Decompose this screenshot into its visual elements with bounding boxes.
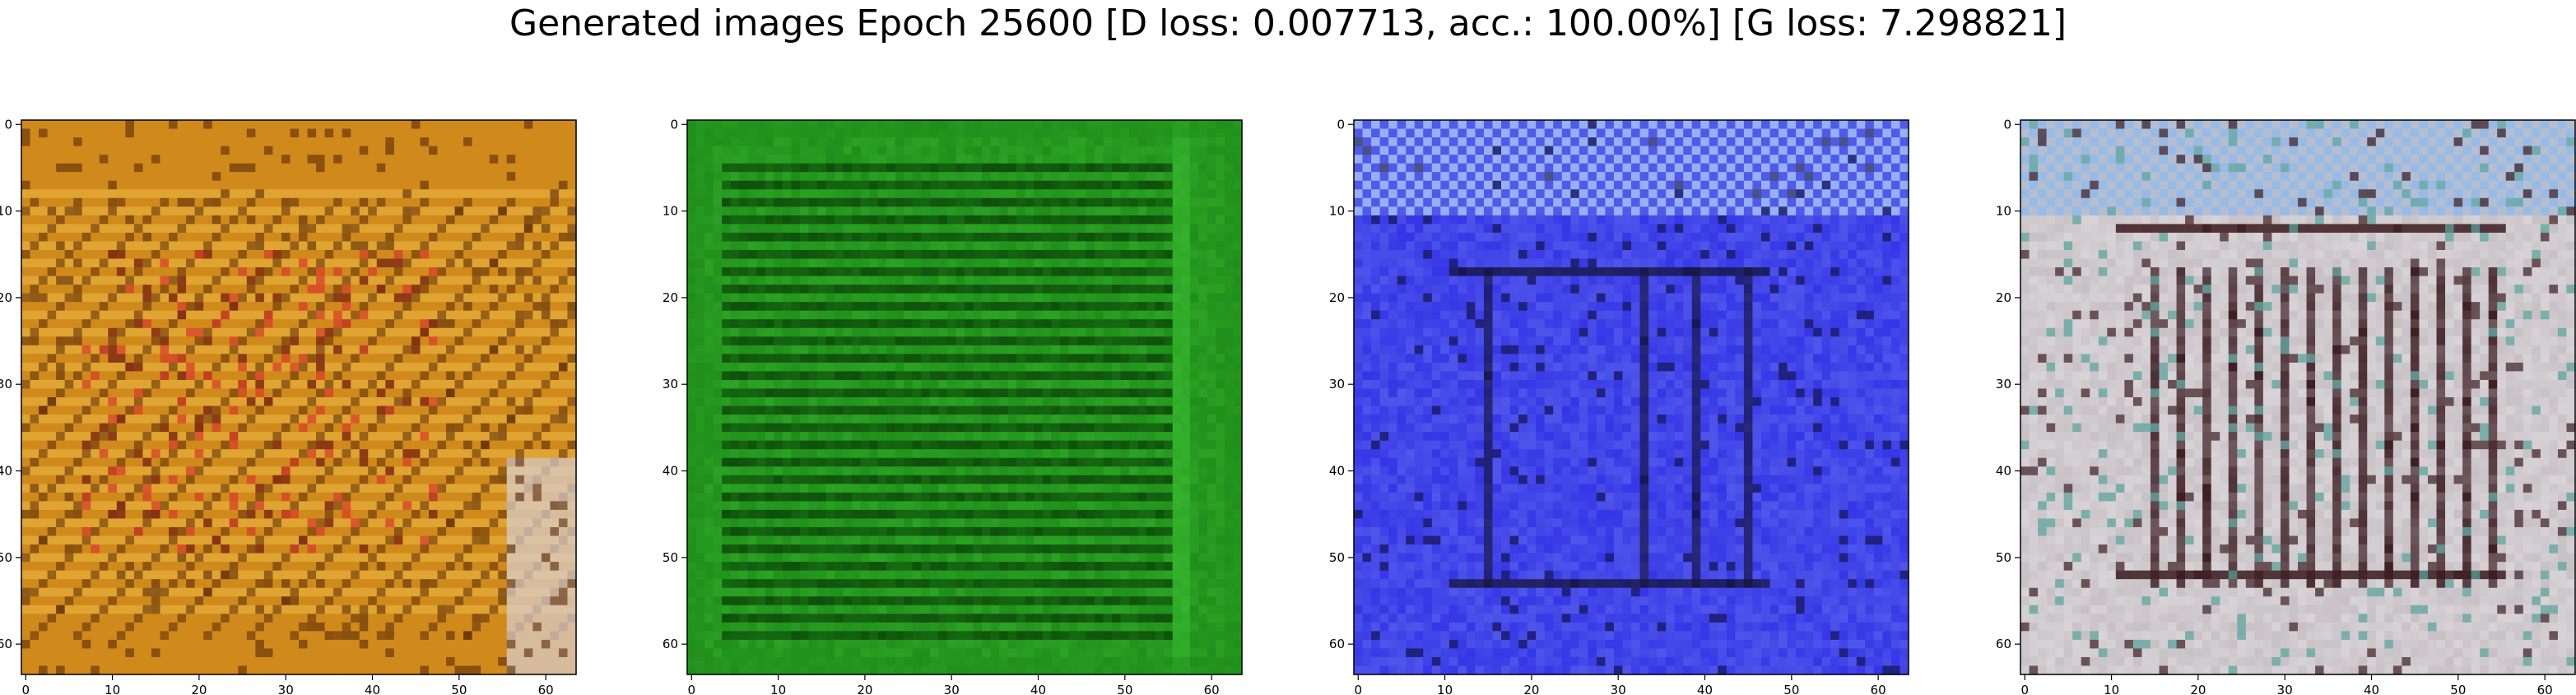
x-tick-label: 40	[1697, 683, 1713, 695]
x-tick-label: 50	[451, 683, 467, 695]
y-tick-label: 50	[1329, 550, 1345, 565]
y-tick-label: 40	[0, 464, 12, 479]
x-tick-label: 30	[2277, 683, 2293, 695]
image-panel-4: 0 0 10 10 20 20 30 30 40 40 50 50 60 60	[1996, 117, 2576, 695]
y-tick-label: 30	[1996, 377, 2011, 392]
x-tick-label: 50	[1117, 683, 1132, 695]
y-tick-label: 0	[4, 117, 12, 132]
y-tick-label: 10	[1329, 204, 1345, 219]
y-tick-label: 60	[1329, 637, 1345, 651]
y-tick-label: 0	[670, 117, 678, 132]
y-tick-label: 30	[663, 377, 678, 392]
x-tick-label: 60	[538, 683, 554, 695]
y-tick-label: 30	[0, 377, 12, 392]
x-tick-label: 60	[2537, 683, 2553, 695]
x-tick-label: 0	[21, 683, 30, 695]
x-tick-label: 50	[2450, 683, 2466, 695]
x-tick-label: 10	[1437, 683, 1453, 695]
y-tick-label: 0	[2003, 117, 2011, 132]
y-tick-label: 20	[0, 290, 12, 305]
panel-frame	[1353, 119, 1909, 675]
panel-frame	[2020, 119, 2576, 675]
x-tick-label: 40	[2364, 683, 2379, 695]
x-tick-label: 60	[1204, 683, 1220, 695]
x-tick-label: 40	[365, 683, 380, 695]
x-tick-label: 0	[2020, 683, 2029, 695]
y-tick-label: 50	[1996, 550, 2011, 565]
y-tick-label: 60	[0, 637, 12, 651]
y-tick-label: 20	[1996, 290, 2011, 305]
panel-image-pixels	[2020, 120, 2576, 675]
x-tick-label: 60	[1871, 683, 1886, 695]
y-tick-label: 40	[1329, 464, 1345, 479]
x-tick-label: 30	[278, 683, 294, 695]
y-tick-label: 0	[1337, 117, 1345, 132]
panel-frame	[21, 119, 577, 675]
x-tick-label: 20	[2190, 683, 2206, 695]
panel-image-pixels	[21, 120, 577, 675]
x-tick-label: 20	[191, 683, 207, 695]
x-tick-label: 10	[770, 683, 786, 695]
x-tick-label: 0	[1354, 683, 1362, 695]
x-tick-label: 20	[1523, 683, 1539, 695]
panel-image-pixels	[687, 120, 1243, 675]
y-tick-label: 30	[1329, 377, 1345, 392]
x-tick-label: 30	[1611, 683, 1626, 695]
y-tick-label: 50	[0, 550, 12, 565]
x-tick-label: 20	[857, 683, 872, 695]
y-tick-label: 50	[663, 550, 678, 565]
y-tick-label: 10	[0, 204, 12, 219]
y-tick-label: 10	[1996, 204, 2011, 219]
panel-image-pixels	[1354, 120, 1909, 675]
image-panel-2: 0 0 10 10 20 20 30 30 40 40 50 50 60 60	[663, 117, 1243, 695]
panel-frame	[686, 119, 1243, 675]
y-tick-label: 60	[663, 637, 678, 651]
x-tick-label: 40	[1030, 683, 1046, 695]
x-tick-label: 30	[944, 683, 960, 695]
x-tick-label: 50	[1783, 683, 1799, 695]
image-panel-3: 0 0 10 10 20 20 30 30 40 40 50 50 60 60	[1329, 117, 1909, 695]
y-tick-label: 60	[1996, 637, 2011, 651]
y-tick-label: 20	[1329, 290, 1345, 305]
y-tick-label: 40	[663, 464, 678, 479]
y-tick-label: 10	[663, 204, 678, 219]
x-tick-label: 10	[105, 683, 120, 695]
x-tick-label: 0	[687, 683, 695, 695]
figure-title: Generated images Epoch 25600 [D loss: 0.…	[509, 2, 2067, 44]
image-panel-1: 0 0 10 10 20 20 30 30 40 40 50 50 60 60	[0, 117, 577, 695]
x-tick-label: 10	[2104, 683, 2119, 695]
y-tick-label: 20	[663, 290, 678, 305]
y-tick-label: 40	[1996, 464, 2011, 479]
